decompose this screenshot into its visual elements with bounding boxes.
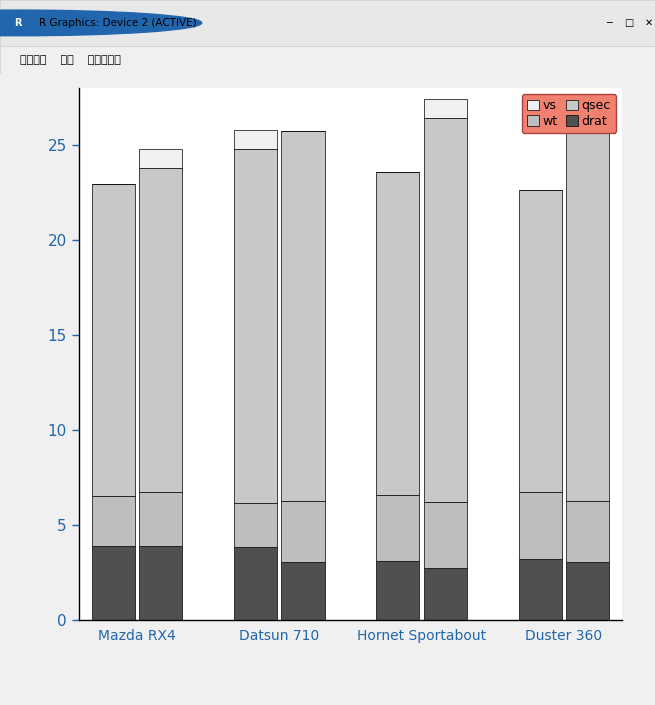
Bar bbox=[92, 546, 135, 620]
Bar bbox=[566, 121, 609, 501]
Bar bbox=[424, 568, 467, 620]
Bar bbox=[139, 149, 182, 168]
Bar bbox=[234, 547, 277, 620]
Text: □: □ bbox=[624, 18, 633, 28]
Bar bbox=[519, 190, 562, 491]
Bar bbox=[234, 130, 277, 149]
Bar bbox=[424, 118, 467, 502]
Text: ファイル    履歴    サイズ変更: ファイル 履歴 サイズ変更 bbox=[20, 55, 121, 65]
Bar bbox=[282, 131, 324, 501]
Bar bbox=[424, 99, 467, 118]
Bar bbox=[139, 491, 182, 546]
Legend: vs, wt, qsec, drat: vs, wt, qsec, drat bbox=[521, 94, 616, 133]
Bar bbox=[92, 183, 135, 496]
Bar bbox=[377, 560, 419, 620]
Bar bbox=[234, 503, 277, 547]
Bar bbox=[377, 171, 419, 495]
Circle shape bbox=[0, 10, 202, 36]
Bar bbox=[139, 546, 182, 620]
Bar bbox=[92, 496, 135, 546]
Bar bbox=[424, 502, 467, 568]
Bar bbox=[282, 501, 324, 562]
Bar bbox=[282, 562, 324, 620]
Bar bbox=[519, 491, 562, 559]
Bar bbox=[566, 501, 609, 562]
Bar bbox=[139, 168, 182, 491]
Text: ✕: ✕ bbox=[645, 18, 652, 28]
Text: R: R bbox=[14, 18, 22, 28]
Bar bbox=[377, 495, 419, 560]
Bar bbox=[519, 559, 562, 620]
Text: R Graphics: Device 2 (ACTIVE): R Graphics: Device 2 (ACTIVE) bbox=[39, 18, 197, 28]
Bar bbox=[566, 562, 609, 620]
Bar bbox=[234, 149, 277, 503]
Text: ─: ─ bbox=[607, 18, 612, 28]
